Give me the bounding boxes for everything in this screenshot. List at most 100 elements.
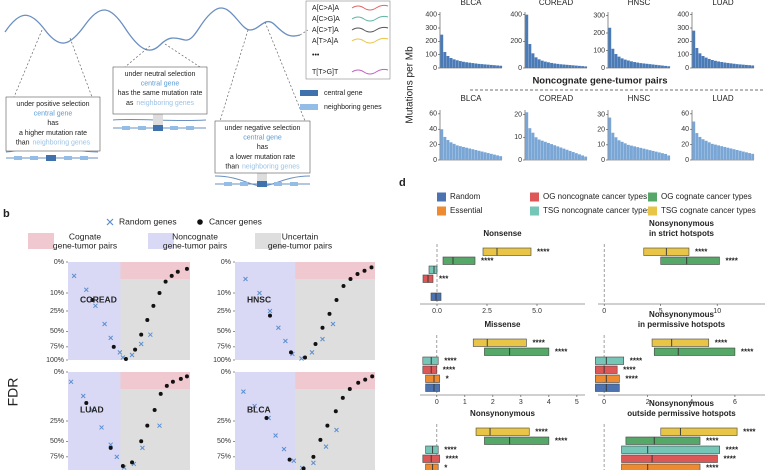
point-cancer [139,332,144,337]
box [425,445,439,454]
y-tick-label: 200 [677,38,689,45]
plot-title: Nonsynonymous [649,399,714,408]
y-tick-label: 25% [50,308,64,315]
bar [446,56,450,68]
bar [543,61,547,68]
bar [468,148,472,160]
context-label: A[T>A]A [312,38,339,45]
plot-title: BLCA [247,404,271,414]
annotation-line: than neighboring genes [225,163,300,170]
context-track [351,4,389,11]
point-cancer [157,290,162,295]
context-track [351,68,389,75]
point-random [102,321,107,327]
bar [608,117,612,160]
bar [455,145,459,160]
legend-swatch [530,206,539,216]
legend-label: neighboring genes [324,104,382,111]
point-cancer [130,460,135,465]
bar [667,66,671,68]
bar [440,129,444,160]
legend-label: Cognate [69,231,101,241]
bar [559,64,563,68]
significance-label: **** [481,257,494,266]
bar [611,48,615,68]
annotation-line: has the same mutation rate [118,90,203,97]
bar [741,151,745,160]
significance-label: **** [443,366,456,375]
legend-swatch [28,233,54,249]
bar [704,57,708,68]
bar [710,60,714,68]
bar [499,156,503,160]
point-random [99,425,104,430]
point-cancer [108,445,113,450]
annotation-line: central gene [34,110,73,117]
point-cancer [178,376,183,381]
bar [636,62,640,68]
legend-swatch [300,104,318,110]
y-tick-label: 0 [685,65,689,72]
legend-swatch [148,233,174,249]
bar [726,62,730,68]
bar [474,63,478,68]
bar [732,63,736,68]
bar [707,142,711,160]
bar [626,60,630,68]
y-tick-label: 40 [681,126,689,133]
y-tick-label: 200 [425,38,437,45]
legend-label: Random [450,192,481,201]
bar [556,146,560,160]
plot-title: Nonsense [483,229,522,238]
bar [571,65,575,68]
point-cancer [164,383,169,388]
annotation-line: central gene [243,134,282,141]
point-random [138,341,144,347]
bar [729,148,733,160]
point-cancer [327,311,332,316]
y-tick-label: 0 [685,157,689,164]
chart-title: COREAD [539,0,573,7]
point-random [252,403,257,409]
bar [449,142,453,160]
legend-label: OG noncognate cancer types [543,192,647,201]
y-tick-label: 100 [677,52,689,59]
bar [499,65,503,68]
bar [465,62,468,68]
annotation-text: under positive selection [16,101,89,108]
point-random [320,336,325,342]
point-cancer [151,303,156,308]
bar [695,48,699,68]
significance-label: **** [532,339,545,348]
bar [745,152,748,160]
bar [474,150,478,160]
plot-title: outside permissive hotspots [627,409,736,418]
point-cancer [287,457,292,462]
x-tick-label: 5 [575,399,579,406]
significance-label: **** [630,357,643,366]
region-uncertain [120,278,190,360]
bar [732,149,736,160]
bar [636,147,640,160]
point-cancer [363,377,368,382]
region-cognate [120,262,190,279]
y-tick-label: 50% [50,438,64,445]
annotation-text: central gene [243,134,282,141]
significance-label: **** [706,464,719,470]
bar [584,156,588,160]
significance-label: **** [444,357,457,366]
point-cancer [320,325,325,330]
plot-title: HNSC [247,294,271,304]
bar [483,64,487,68]
x-tick-label: 2 [646,399,650,406]
bar [534,57,538,68]
x-tick-label: 5 [659,308,663,315]
y-tick-label: 10 [514,134,522,141]
y-tick-label: 0% [54,259,64,266]
bar [735,150,739,160]
point-random [283,338,288,344]
bar [553,145,557,160]
bar [623,59,627,68]
chart-title: LUAD [712,0,734,7]
point-cancer [334,297,339,302]
